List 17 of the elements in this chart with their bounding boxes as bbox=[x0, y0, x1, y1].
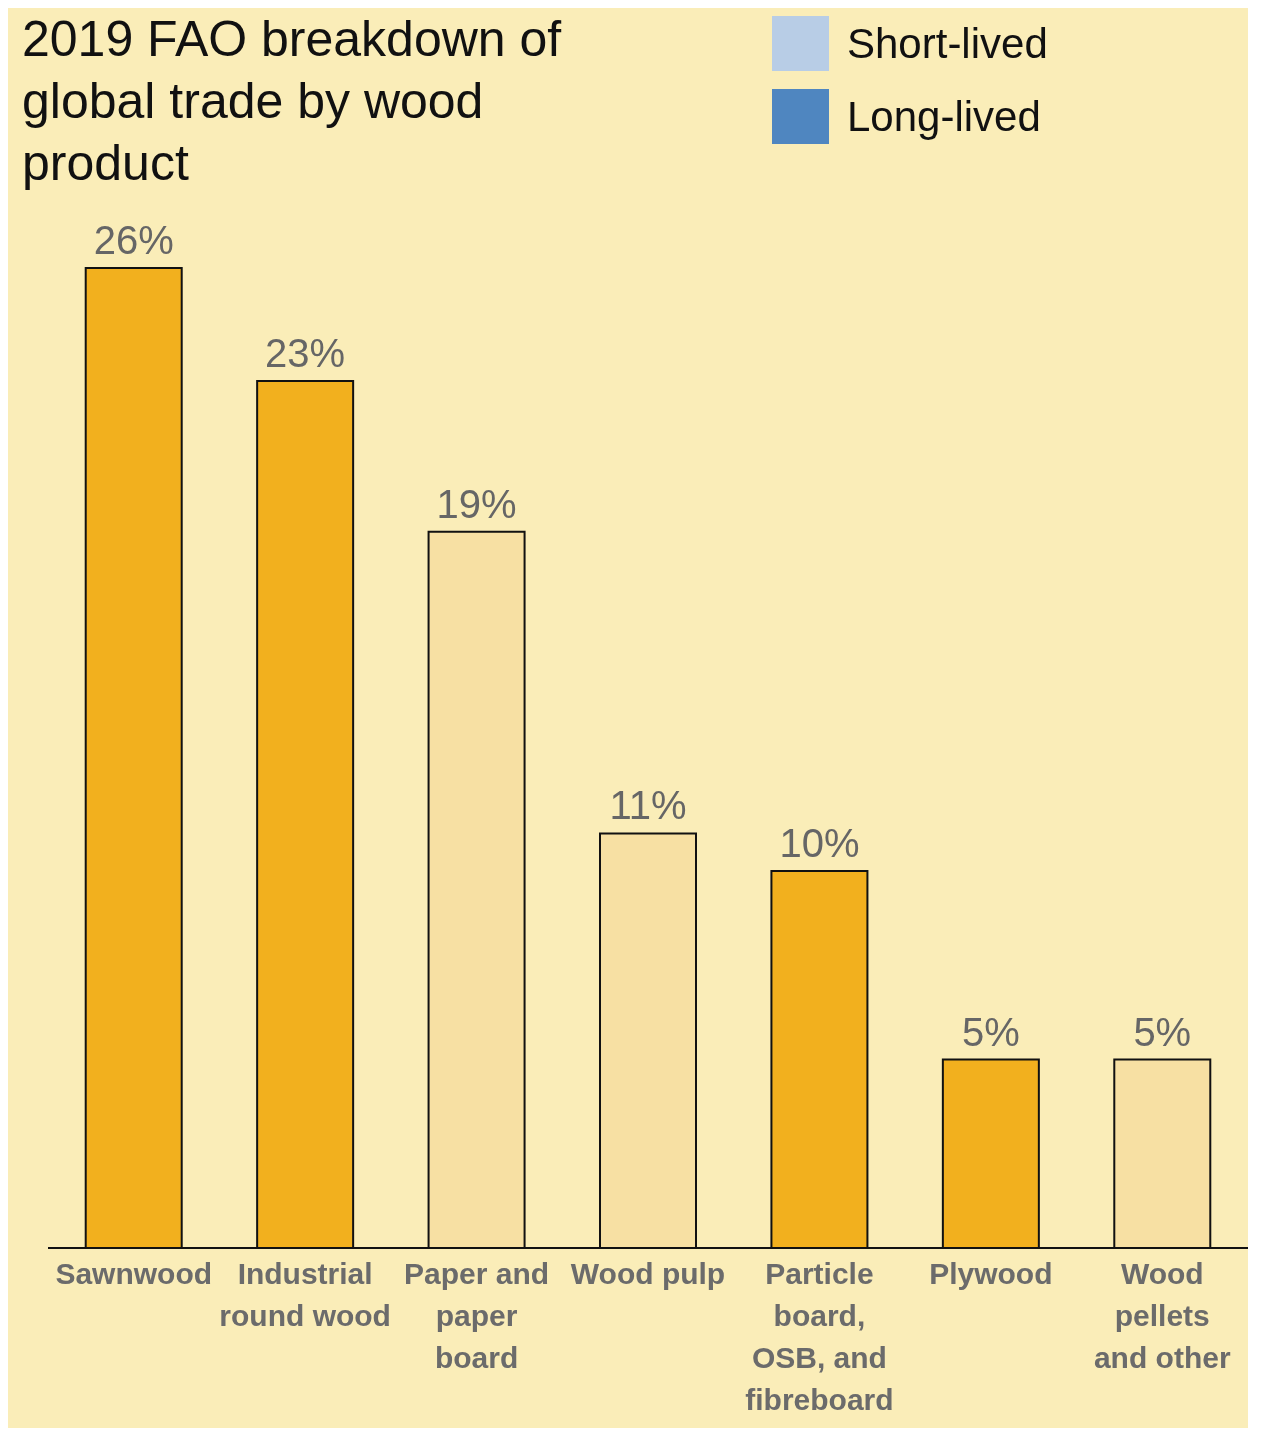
x-tick-label: Paper and paper board bbox=[404, 1257, 550, 1374]
x-tick-label: Wood pellets and other bbox=[1093, 1257, 1231, 1374]
x-tick-label: Particle board, OSB, and fibreboard bbox=[745, 1257, 894, 1416]
text: Short-lived bbox=[847, 19, 1048, 68]
data-label: 19% bbox=[436, 481, 517, 526]
x-tick-label: Industrial round wood bbox=[219, 1257, 391, 1332]
data-label: 11% bbox=[609, 783, 687, 828]
data-label: 5% bbox=[1133, 1009, 1192, 1054]
chart-title: 2019 FAO breakdown of global trade by wood product bbox=[22, 10, 563, 193]
data-label: 5% bbox=[961, 1009, 1020, 1054]
data-label: 23% bbox=[265, 331, 346, 376]
data-label: 26% bbox=[93, 218, 174, 262]
x-tick-label: Sawnwood bbox=[55, 1257, 213, 1290]
text: Long-lived bbox=[847, 92, 1041, 141]
x-tick-label: Plywood bbox=[929, 1257, 1053, 1290]
x-tick-label: Wood pulp bbox=[570, 1257, 726, 1290]
data-label: 10% bbox=[779, 821, 860, 866]
